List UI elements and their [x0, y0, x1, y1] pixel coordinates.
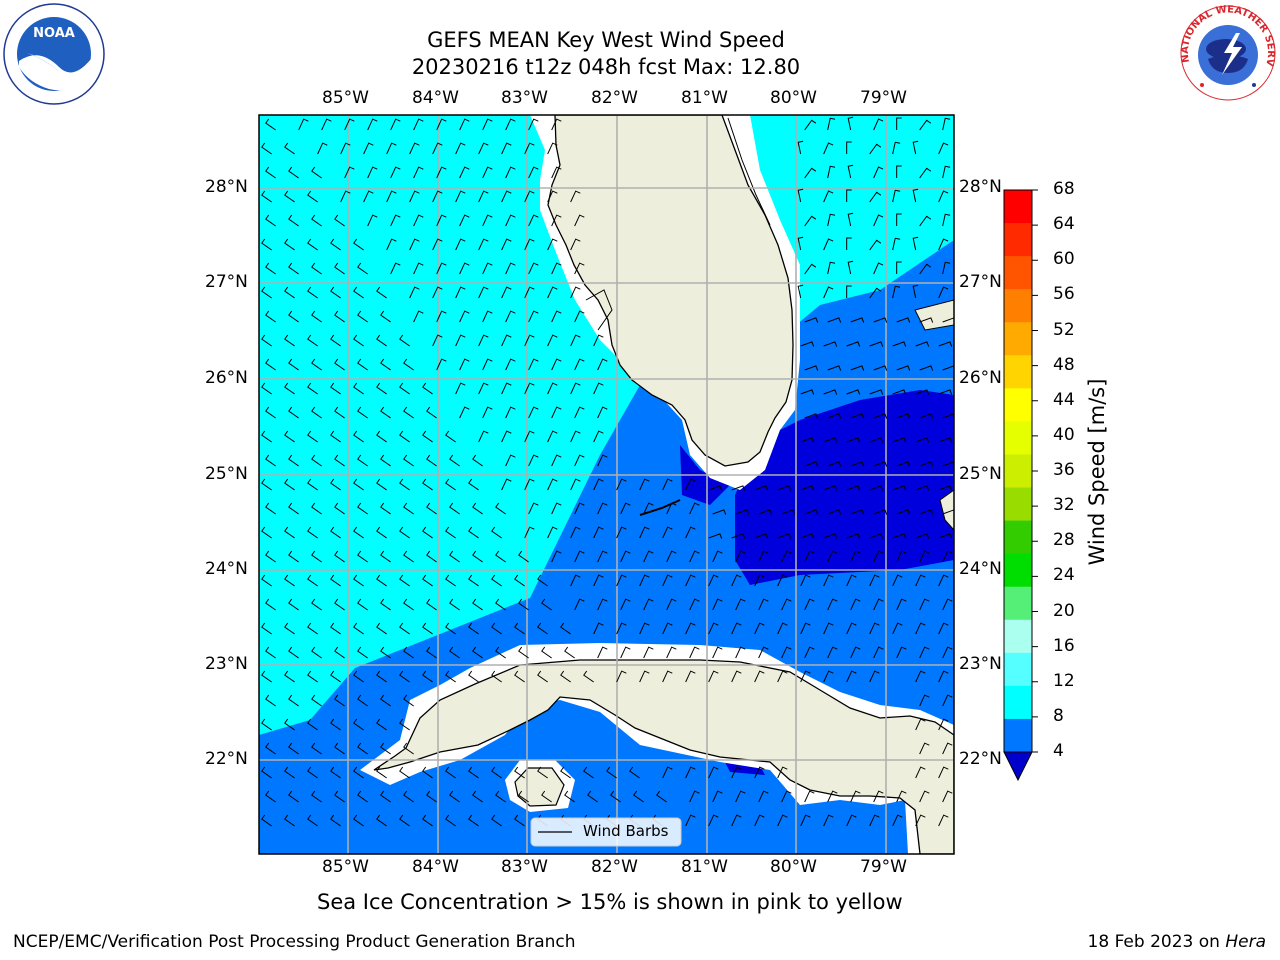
- colorbar-tick-label: 60: [1053, 249, 1075, 270]
- isla-juventud: [514, 767, 565, 807]
- colorbar-segment: [1004, 355, 1032, 389]
- graticule: [259, 115, 954, 854]
- colorbar-segment: [1004, 586, 1032, 621]
- colorbar-segment: [1004, 685, 1032, 720]
- colorbar-tick-label: 32: [1053, 495, 1075, 516]
- colorbar-tick-label: 12: [1053, 670, 1075, 691]
- footer-date-text: 18 Feb 2023 on: [1087, 932, 1226, 952]
- colorbar-tick-label: 28: [1053, 530, 1075, 551]
- bahamas-grand: [914, 299, 954, 331]
- lat-label: 23°N: [205, 654, 248, 674]
- sea-ice-caption: Sea Ice Concentration > 15% is shown in …: [317, 890, 903, 914]
- lat-label: 27°N: [959, 272, 1002, 292]
- colorbar-segment: [1004, 520, 1032, 555]
- lat-label: 26°N: [959, 368, 1002, 388]
- colorbar-title: Wind Speed [m/s]: [1085, 378, 1109, 566]
- footer-branch: NCEP/EMC/Verification Post Processing Pr…: [13, 932, 576, 952]
- lon-label: 81°W: [681, 88, 728, 108]
- colorbar-tick-label: 36: [1053, 460, 1075, 480]
- colorbar-segment: [1004, 619, 1032, 654]
- lat-label: 25°N: [205, 464, 248, 484]
- colorbar-segment: [1004, 256, 1032, 290]
- lat-label: 24°N: [959, 559, 1002, 579]
- colorbar-tick-label: 16: [1053, 635, 1075, 656]
- colorbar-tick-label: 52: [1053, 319, 1075, 340]
- legend-label: Wind Barbs: [583, 822, 669, 840]
- chart-subtitle: 20230216 t12z 048h fcst Max: 12.80: [411, 55, 801, 79]
- colorbar-segment: [1004, 718, 1032, 753]
- chart-title: GEFS MEAN Key West Wind Speed: [427, 28, 785, 52]
- lon-label: 79°W: [860, 857, 907, 877]
- noaa-logo: NOAA: [3, 3, 105, 105]
- footer-date: 18 Feb 2023 on Hera: [1088, 932, 1266, 952]
- lon-label: 80°W: [770, 88, 817, 108]
- colorbar-segment: [1004, 487, 1032, 522]
- svg-text:NOAA: NOAA: [33, 26, 75, 41]
- colorbar-tick-label: 24: [1053, 565, 1075, 586]
- nws-logo: NATIONAL WEATHER SERVICE: [1174, 0, 1278, 103]
- colorbar-tick-label: 4: [1053, 741, 1064, 761]
- lon-label: 82°W: [591, 88, 638, 108]
- colorbar-segment: [1004, 454, 1032, 489]
- colorbar-tick-label: 48: [1053, 354, 1075, 375]
- map-panel: [259, 115, 954, 854]
- lon-label: 82°W: [591, 857, 638, 877]
- lat-label: 25°N: [959, 464, 1002, 484]
- lon-label: 81°W: [681, 857, 728, 877]
- lon-label: 84°W: [412, 88, 459, 108]
- colorbar-segment: [1004, 553, 1032, 588]
- colorbar-segment: [1004, 322, 1032, 356]
- lon-label: 85°W: [322, 88, 369, 108]
- colorbar-tick-label: 40: [1053, 424, 1075, 445]
- lon-label: 79°W: [860, 88, 907, 108]
- colorbar-tick-label: 8: [1053, 705, 1064, 726]
- footer-host: Hera: [1225, 932, 1266, 952]
- colorbar-tick-label: 64: [1053, 214, 1075, 235]
- lat-label: 26°N: [205, 368, 248, 388]
- wind-barbs-legend: [530, 817, 682, 847]
- colorbar-tick-label: 68: [1053, 179, 1075, 199]
- lat-label: 28°N: [959, 177, 1002, 197]
- lon-label: 83°W: [501, 857, 548, 877]
- florida-east-barrier: [727, 117, 771, 226]
- lon-label: 84°W: [412, 857, 459, 877]
- colorbar-tick-label: 44: [1053, 389, 1075, 410]
- lat-label: 24°N: [205, 559, 248, 579]
- florida-keys: [639, 499, 681, 516]
- wind-barbs: [261, 116, 954, 827]
- colorbar-tick-label: 20: [1053, 600, 1075, 621]
- lat-label: 27°N: [205, 272, 248, 292]
- colorbar-segment: [1004, 652, 1032, 687]
- cuba-land: [373, 659, 954, 854]
- map-frame: [258, 114, 955, 855]
- colorbar-under-arrow: [1003, 751, 1033, 782]
- lat-label: 23°N: [959, 654, 1002, 674]
- colorbar-tick-label: 56: [1053, 284, 1075, 305]
- colorbar-segment: [1004, 388, 1032, 422]
- colorbar-segment: [1004, 190, 1032, 224]
- lon-label: 85°W: [322, 857, 369, 877]
- tampa-bay-coast: [585, 289, 613, 331]
- lon-label: 80°W: [770, 857, 817, 877]
- lat-label: 28°N: [205, 177, 248, 197]
- colorbar-segment: [1004, 289, 1032, 323]
- colorbar: [1003, 189, 1038, 782]
- lat-label: 22°N: [205, 749, 248, 769]
- colorbar-segment: [1004, 421, 1032, 455]
- lon-label: 83°W: [501, 88, 548, 108]
- lat-label: 22°N: [959, 749, 1002, 769]
- colorbar-segment: [1004, 223, 1032, 257]
